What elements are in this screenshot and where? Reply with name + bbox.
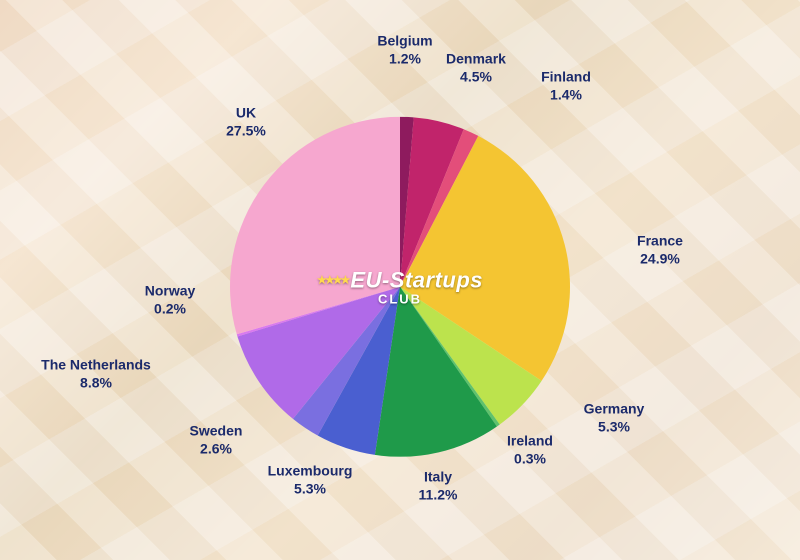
logo-brand-text: EU-Startups (350, 267, 483, 292)
slice-label-belgium: Belgium1.2% (377, 33, 432, 68)
slice-label-uk: UK27.5% (226, 105, 266, 140)
logo-brand: ★★★★EU-Startups (300, 267, 500, 293)
slice-label-ireland: Ireland0.3% (507, 433, 553, 468)
slice-label-finland: Finland1.4% (541, 69, 591, 104)
logo-stars-icon: ★★★★ (317, 274, 348, 286)
slice-label-sweden: Sweden2.6% (190, 423, 243, 458)
center-logo: ★★★★EU-Startups CLUB (300, 267, 500, 306)
slice-label-italy: Italy11.2% (419, 469, 458, 504)
slice-label-norway: Norway0.2% (145, 283, 196, 318)
pie-chart: ★★★★EU-Startups CLUB (230, 117, 570, 457)
slice-label-france: France24.9% (637, 233, 683, 268)
slice-label-denmark: Denmark4.5% (446, 51, 506, 86)
logo-sub-text: CLUB (300, 291, 500, 306)
chart-canvas: ★★★★EU-Startups CLUB Belgium1.2% Denmark4… (0, 0, 800, 560)
slice-label-the-netherlands: The Netherlands8.8% (41, 357, 151, 392)
slice-label-luxembourg: Luxembourg5.3% (268, 463, 353, 498)
slice-label-germany: Germany5.3% (584, 401, 645, 436)
